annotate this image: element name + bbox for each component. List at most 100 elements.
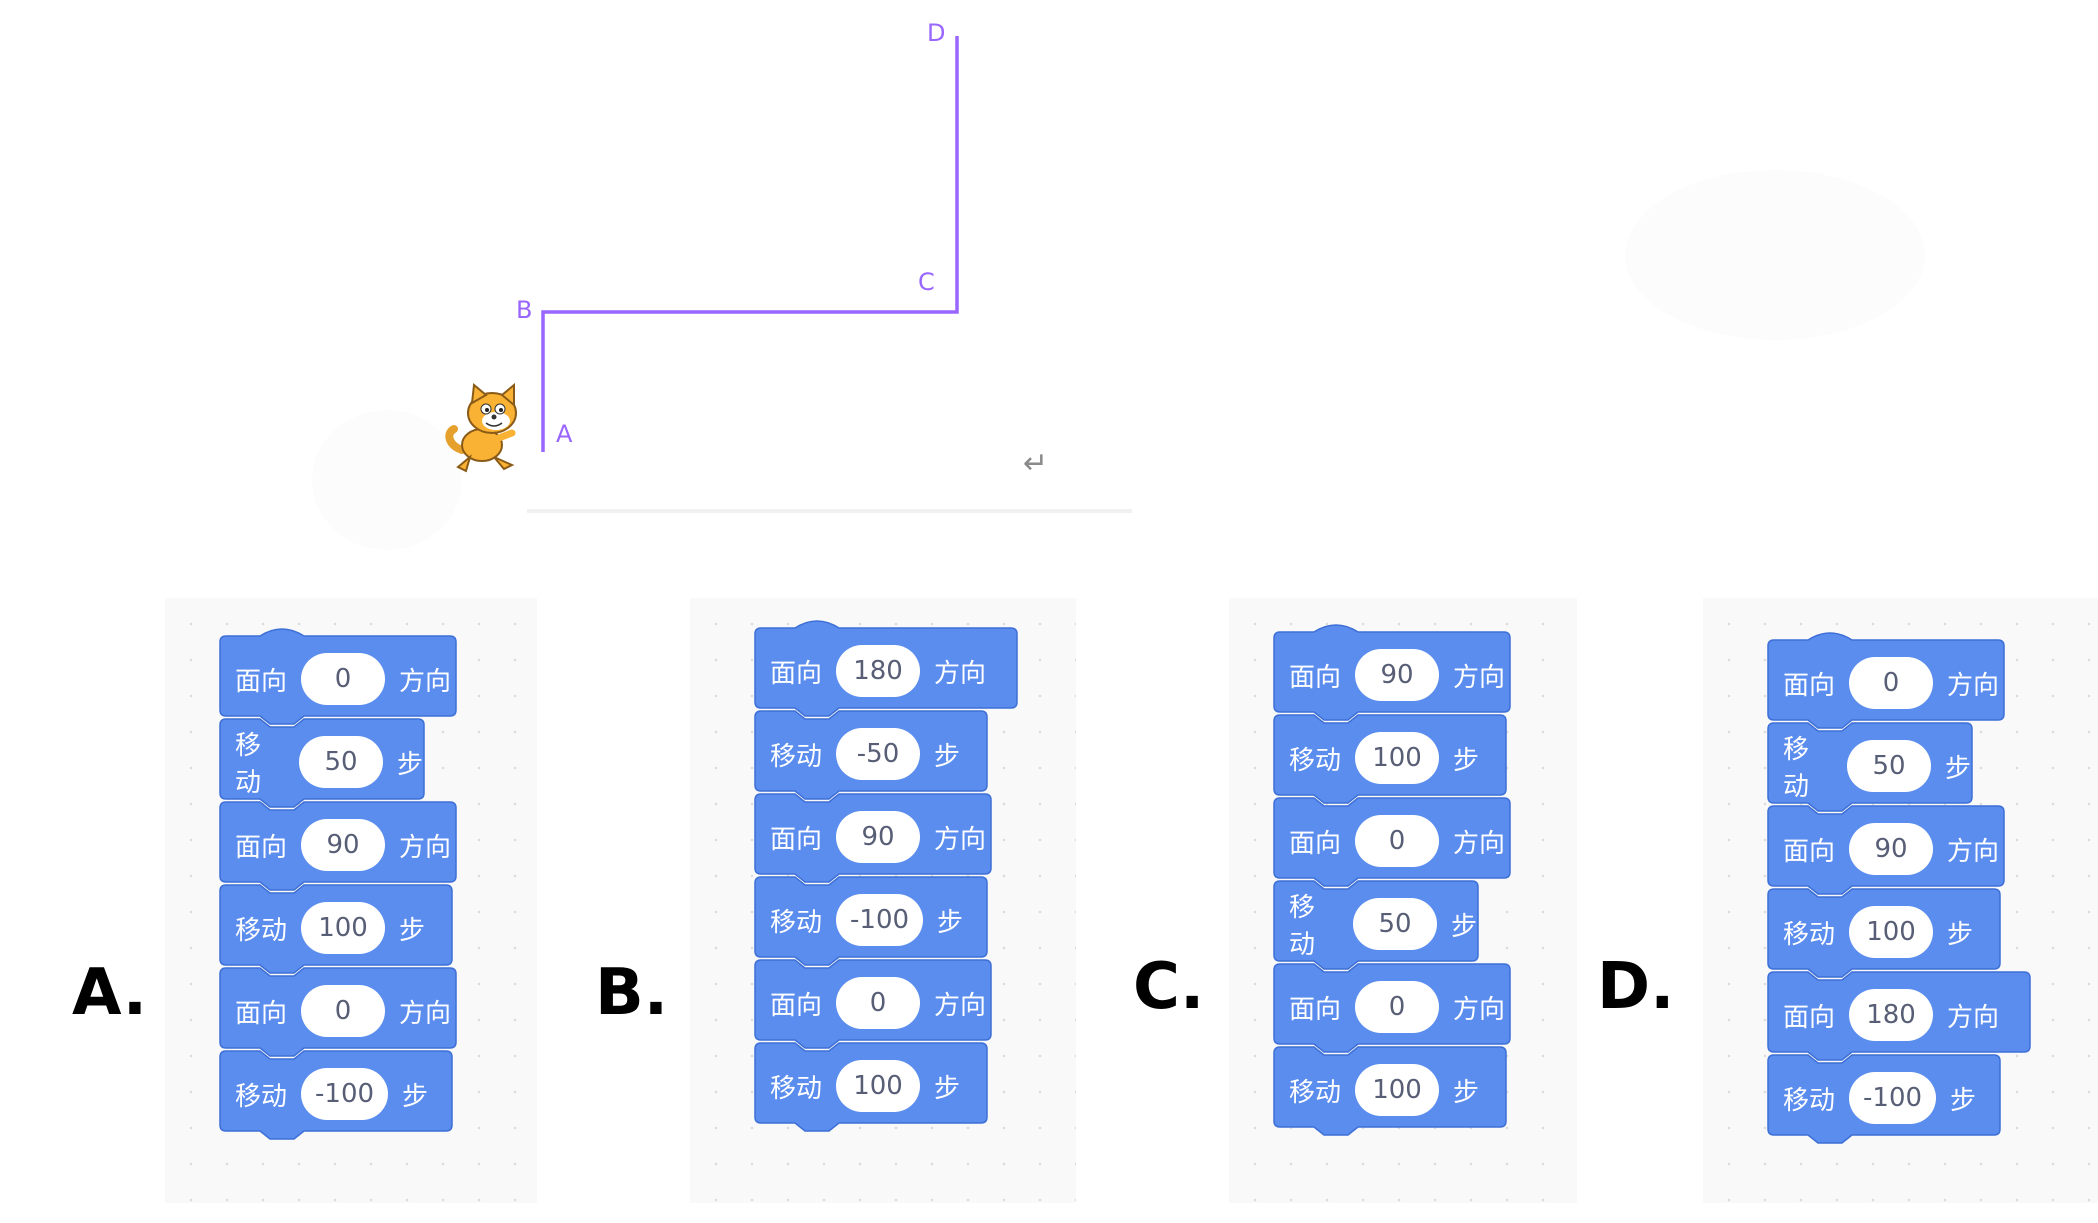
move-steps-block[interactable]: 移动 100 步 <box>754 1042 988 1132</box>
point-in-direction-block[interactable]: 面向 0 方向 <box>754 959 992 1049</box>
code-stack-a[interactable]: 面向 0 方向 移动 50 步面向 90 方向 移动 100 步面向 0 方向 移动 -100 步 <box>219 628 457 1140</box>
block-unit-label: 步 <box>1453 1077 1480 1108</box>
point-in-direction-block[interactable]: 面向 0 方向 <box>219 628 457 725</box>
block-unit-label: 方向 <box>399 998 452 1029</box>
block-unit-label: 步 <box>1450 911 1477 942</box>
option-letter-c: C. <box>1133 950 1205 1024</box>
steps-input[interactable]: 50 <box>298 736 383 788</box>
block-op-label: 移动 <box>235 1081 288 1112</box>
move-steps-block[interactable]: 移动 -100 步 <box>754 876 988 966</box>
steps-input[interactable]: 50 <box>1352 898 1437 950</box>
block-op-label: 移动 <box>1289 745 1342 776</box>
move-steps-block[interactable]: 移动 50 步 <box>1767 722 1973 812</box>
point-in-direction-block[interactable]: 面向 0 方向 <box>1273 797 1511 887</box>
direction-input[interactable]: 0 <box>1355 815 1440 867</box>
point-in-direction-block[interactable]: 面向 180 方向 <box>1767 971 2031 1061</box>
move-steps-block[interactable]: 移动 -100 步 <box>219 1050 453 1140</box>
code-stack-d[interactable]: 面向 0 方向 移动 50 步面向 90 方向 移动 100 步面向 180 方向 移动 -100 步 <box>1767 632 2031 1144</box>
block-unit-label: 步 <box>1950 1085 1977 1116</box>
block-unit-label: 步 <box>937 907 964 938</box>
code-stack-b[interactable]: 面向 180 方向 移动 -50 步面向 90 方向 移动 -100 步面向 0 方向 移动 100 步 <box>754 620 1018 1132</box>
block-op-label: 面向 <box>770 990 823 1021</box>
direction-input[interactable]: 0 <box>301 985 386 1037</box>
block-op-label: 面向 <box>1289 662 1342 693</box>
stage-path <box>445 36 959 473</box>
block-op-label: 面向 <box>235 998 288 1029</box>
point-label-a: A <box>556 420 573 448</box>
block-op-label: 面向 <box>235 666 288 697</box>
block-unit-label: 方向 <box>1453 994 1506 1025</box>
steps-input[interactable]: 100 <box>836 1060 921 1112</box>
steps-input[interactable]: 100 <box>1355 732 1440 784</box>
option-letter-a: A. <box>72 956 148 1030</box>
point-in-direction-block[interactable]: 面向 90 方向 <box>754 793 992 883</box>
steps-input[interactable]: -50 <box>836 728 921 780</box>
block-unit-label: 步 <box>396 749 423 780</box>
move-steps-block[interactable]: 移动 -50 步 <box>754 710 988 800</box>
code-stack-c[interactable]: 面向 90 方向 移动 100 步面向 0 方向 移动 50 步面向 0 方向 移动 100 步 <box>1273 624 1511 1136</box>
move-steps-block[interactable]: 移动 100 步 <box>1273 1046 1507 1136</box>
block-op-label: 面向 <box>770 824 823 855</box>
direction-input[interactable]: 0 <box>301 653 386 705</box>
direction-input[interactable]: 0 <box>1849 657 1934 709</box>
point-in-direction-block[interactable]: 面向 0 方向 <box>219 967 457 1057</box>
direction-input[interactable]: 180 <box>1849 989 1934 1041</box>
block-op-label: 面向 <box>235 832 288 863</box>
divider <box>527 509 1132 513</box>
stage-shadow-right <box>1625 170 1925 340</box>
block-unit-label: 方向 <box>399 666 452 697</box>
direction-input[interactable]: 90 <box>1849 823 1934 875</box>
block-unit-label: 步 <box>1453 745 1480 776</box>
steps-input[interactable]: 50 <box>1846 740 1931 792</box>
block-unit-label: 方向 <box>934 824 987 855</box>
stage-shadow-left <box>312 410 462 550</box>
option-letter-b: B. <box>595 956 669 1030</box>
block-unit-label: 方向 <box>399 832 452 863</box>
block-op-label: 移动 <box>1783 735 1810 802</box>
block-op-label: 面向 <box>1289 994 1342 1025</box>
move-steps-block[interactable]: 移动 50 步 <box>219 718 425 808</box>
point-in-direction-block[interactable]: 面向 0 方向 <box>1273 963 1511 1053</box>
direction-input[interactable]: 0 <box>1355 981 1440 1033</box>
block-unit-label: 步 <box>934 1073 961 1104</box>
point-in-direction-block[interactable]: 面向 90 方向 <box>219 801 457 891</box>
steps-input[interactable]: 100 <box>1849 906 1934 958</box>
block-op-label: 移动 <box>1783 919 1836 950</box>
move-steps-block[interactable]: 移动 50 步 <box>1273 880 1479 970</box>
block-unit-label: 方向 <box>1947 1002 2000 1033</box>
move-steps-block[interactable]: 移动 100 步 <box>219 884 453 974</box>
direction-input[interactable]: 90 <box>836 811 921 863</box>
point-in-direction-block[interactable]: 面向 0 方向 <box>1767 632 2005 729</box>
direction-input[interactable]: 0 <box>836 977 921 1029</box>
move-steps-block[interactable]: 移动 100 步 <box>1767 888 2001 978</box>
block-op-label: 移动 <box>1289 893 1316 960</box>
block-unit-label: 步 <box>934 741 961 772</box>
point-in-direction-block[interactable]: 面向 90 方向 <box>1767 805 2005 895</box>
steps-input[interactable]: -100 <box>836 894 924 946</box>
steps-input[interactable]: 100 <box>1355 1064 1440 1116</box>
block-op-label: 面向 <box>1783 836 1836 867</box>
block-op-label: 移动 <box>770 907 823 938</box>
direction-input[interactable]: 90 <box>1355 649 1440 701</box>
point-in-direction-block[interactable]: 面向 90 方向 <box>1273 624 1511 721</box>
move-steps-block[interactable]: 移动 -100 步 <box>1767 1054 2001 1144</box>
point-in-direction-block[interactable]: 面向 180 方向 <box>754 620 1018 717</box>
steps-input[interactable]: -100 <box>1849 1072 1937 1124</box>
scratch-cat-icon <box>445 382 517 473</box>
steps-input[interactable]: 100 <box>301 902 386 954</box>
point-label-c: C <box>918 268 935 296</box>
block-unit-label: 方向 <box>1453 828 1506 859</box>
block-unit-label: 步 <box>1947 919 1974 950</box>
move-steps-block[interactable]: 移动 100 步 <box>1273 714 1507 804</box>
block-op-label: 移动 <box>235 731 262 798</box>
steps-input[interactable]: -100 <box>301 1068 389 1120</box>
block-op-label: 面向 <box>1289 828 1342 859</box>
direction-input[interactable]: 180 <box>836 645 921 697</box>
block-op-label: 面向 <box>1783 670 1836 701</box>
block-unit-label: 步 <box>1944 753 1971 784</box>
direction-input[interactable]: 90 <box>301 819 386 871</box>
block-op-label: 移动 <box>235 915 288 946</box>
block-unit-label: 方向 <box>1947 670 2000 701</box>
option-letter-d: D. <box>1597 950 1675 1024</box>
block-op-label: 移动 <box>1289 1077 1342 1108</box>
